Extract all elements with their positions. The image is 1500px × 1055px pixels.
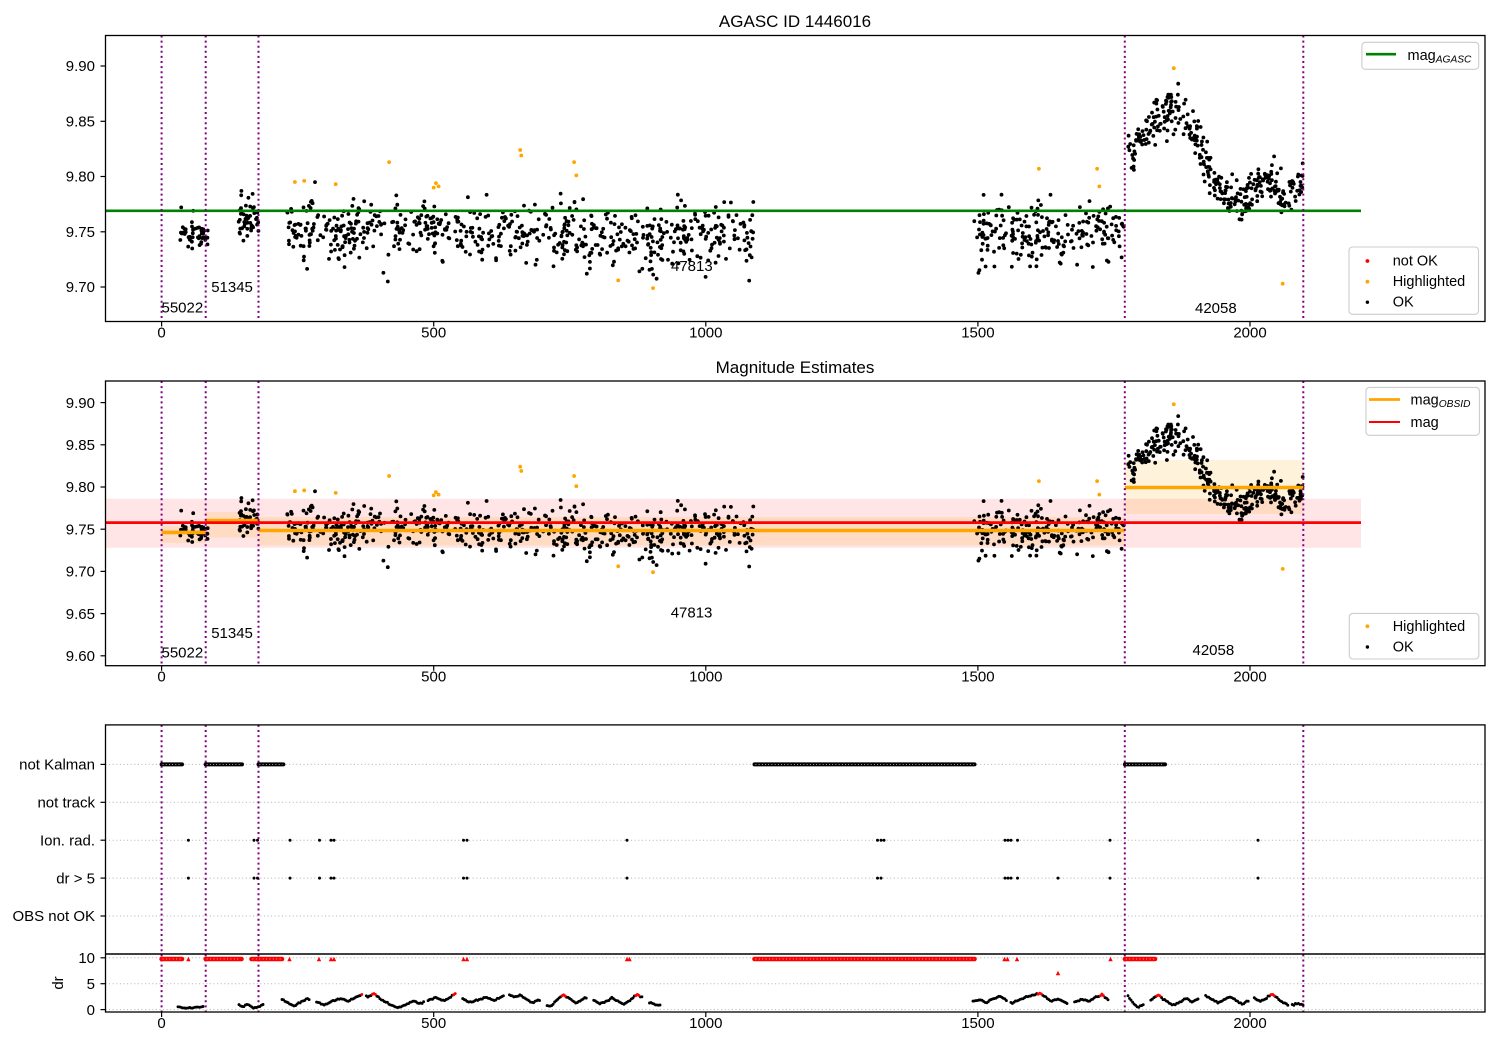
svg-text:5: 5 [87,976,95,993]
svg-text:500: 500 [421,669,446,686]
svg-text:mag: mag [1411,415,1439,431]
svg-text:0: 0 [157,325,165,342]
svg-text:OBS not OK: OBS not OK [12,908,95,925]
svg-text:47813: 47813 [671,604,713,621]
svg-text:51345: 51345 [211,279,253,296]
svg-text:9.70: 9.70 [66,279,95,296]
svg-text:dr: dr [50,976,67,989]
svg-text:2000: 2000 [1233,669,1266,686]
svg-text:not Kalman: not Kalman [19,757,95,774]
svg-text:9.75: 9.75 [66,521,95,538]
svg-text:not OK: not OK [1393,254,1438,270]
svg-text:dr > 5: dr > 5 [56,870,95,887]
svg-text:OK: OK [1393,640,1414,656]
svg-text:500: 500 [421,325,446,342]
svg-text:9.70: 9.70 [66,564,95,581]
svg-text:9.85: 9.85 [66,114,95,131]
svg-text:9.80: 9.80 [66,479,95,496]
svg-text:9.75: 9.75 [66,224,95,241]
svg-text:Ion. rad.: Ion. rad. [40,832,95,849]
svg-text:55022: 55022 [162,644,204,661]
svg-text:42058: 42058 [1193,642,1235,659]
svg-text:0: 0 [157,669,165,686]
svg-text:1000: 1000 [689,669,722,686]
svg-text:Magnitude Estimates: Magnitude Estimates [716,358,875,377]
svg-text:9.85: 9.85 [66,437,95,454]
svg-text:0: 0 [157,1015,165,1032]
svg-text:1500: 1500 [961,325,994,342]
svg-text:47813: 47813 [671,258,713,275]
svg-text:9.90: 9.90 [66,58,95,75]
svg-text:55022: 55022 [162,299,204,316]
svg-text:2000: 2000 [1233,1015,1266,1032]
svg-text:not track: not track [37,795,95,812]
svg-text:1000: 1000 [689,325,722,342]
svg-text:2000: 2000 [1233,325,1266,342]
svg-text:1000: 1000 [689,1015,722,1032]
svg-text:9.65: 9.65 [66,606,95,623]
svg-text:Highlighted: Highlighted [1393,619,1466,635]
svg-text:9.80: 9.80 [66,169,95,186]
svg-text:1500: 1500 [961,669,994,686]
svg-text:0: 0 [87,1002,95,1019]
svg-text:OK: OK [1393,295,1414,311]
svg-text:51345: 51345 [211,625,253,642]
svg-text:9.90: 9.90 [66,395,95,412]
svg-text:42058: 42058 [1195,300,1237,317]
svg-text:Highlighted: Highlighted [1393,274,1466,290]
svg-text:10: 10 [78,950,95,967]
svg-text:9.60: 9.60 [66,648,95,665]
svg-text:500: 500 [421,1015,446,1032]
svg-text:1500: 1500 [961,1015,994,1032]
svg-text:AGASC ID 1446016: AGASC ID 1446016 [719,12,871,31]
